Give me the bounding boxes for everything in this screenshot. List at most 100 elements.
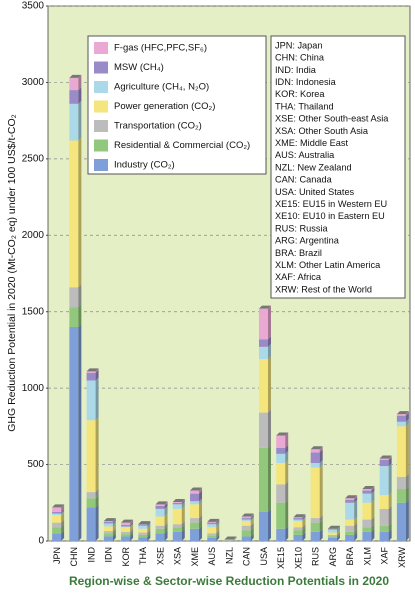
bar-segment <box>121 534 131 537</box>
bar-segment <box>293 518 303 520</box>
bar-side <box>216 518 220 523</box>
bar-segment <box>310 452 320 464</box>
bar-segment <box>172 524 182 528</box>
bar-side <box>233 537 237 541</box>
bar-segment <box>396 476 406 490</box>
bar-segment <box>69 327 79 541</box>
bar-segment <box>52 522 62 528</box>
bar-side <box>233 537 237 541</box>
bar-side <box>302 518 306 528</box>
bar-top <box>345 495 358 499</box>
x-tick-label: XLM <box>362 547 372 566</box>
bar-segment <box>345 531 355 535</box>
bar-segment <box>327 536 337 538</box>
bar-side <box>319 446 323 453</box>
x-tick-label: THA <box>138 547 148 565</box>
bar-segment <box>103 531 113 534</box>
bar-segment <box>396 426 406 477</box>
bar-side <box>164 525 168 534</box>
bar-side <box>336 531 340 537</box>
bar-top <box>138 521 151 525</box>
bar-side <box>199 525 203 541</box>
bar-segment <box>207 535 217 538</box>
bar-segment <box>276 502 286 529</box>
bar-segment <box>86 371 96 373</box>
bar-segment <box>293 527 303 531</box>
bar-side <box>354 531 358 541</box>
bar-segment <box>138 524 148 526</box>
bar-segment <box>207 527 217 534</box>
bar-segment <box>121 531 131 535</box>
bar-segment <box>207 524 217 528</box>
bar-top <box>293 514 306 518</box>
region-key-item: XE15: EU15 in Western EU <box>275 199 387 209</box>
bar-segment <box>138 532 148 535</box>
legend-swatch <box>94 42 108 54</box>
bar-side <box>216 530 220 536</box>
bar-top <box>69 74 82 78</box>
bar-side <box>199 515 203 523</box>
bar-segment <box>52 515 62 523</box>
bar-side <box>371 486 375 491</box>
bar-segment <box>379 508 389 526</box>
bar-side <box>371 528 375 541</box>
bar-segment <box>69 307 79 327</box>
bar-side <box>285 432 289 448</box>
bar-side <box>285 460 289 485</box>
bar-side <box>147 521 151 526</box>
bar-side <box>267 444 271 512</box>
bar-side <box>319 449 323 464</box>
bar-side <box>95 489 99 499</box>
bar-side <box>164 502 168 509</box>
bar-side <box>147 531 151 538</box>
y-tick-label: 1500 <box>22 306 45 317</box>
bar-segment <box>138 537 148 541</box>
bar-segment <box>362 531 372 541</box>
region-key-item: IDN: Indonesia <box>275 77 337 87</box>
bar-segment <box>86 507 96 541</box>
x-tick-label: USA <box>259 547 269 566</box>
bar-side <box>78 324 82 541</box>
bar-segment <box>86 372 96 381</box>
bar-side <box>405 412 409 422</box>
bar-segment <box>327 528 337 530</box>
x-tick-label: RUS <box>311 547 321 566</box>
legend-label: F-gas (HFC,PFC,SF₆) <box>114 43 207 54</box>
bar-side <box>336 525 340 530</box>
bar-segment <box>362 490 372 494</box>
legend-swatch <box>94 120 108 132</box>
bar-side <box>336 529 340 535</box>
bar-side <box>267 343 271 360</box>
bar-segment <box>276 453 286 464</box>
bar-segment <box>103 536 113 541</box>
bar-segment <box>293 534 303 541</box>
bar-segment <box>327 534 337 537</box>
bar-segment <box>345 525 355 532</box>
bar-top <box>327 525 340 529</box>
bar-segment <box>379 495 389 509</box>
bar-side <box>112 518 116 524</box>
y-tick-label: 500 <box>27 459 44 470</box>
bar-side <box>285 525 289 541</box>
region-key-item: XLM: Other Latin America <box>275 260 381 270</box>
bar-side <box>405 418 409 427</box>
bar-top <box>121 519 134 523</box>
bar-side <box>336 526 340 533</box>
bar-segment <box>241 525 251 531</box>
bar-side <box>267 409 271 448</box>
bar-side <box>250 533 254 541</box>
bar-side <box>233 537 237 541</box>
bar-side <box>181 524 185 532</box>
bar-side <box>130 528 134 535</box>
legend-label: Industry (CO₂) <box>114 160 175 171</box>
bar-segment <box>310 463 320 468</box>
region-key-item: RUS: Russia <box>275 223 328 233</box>
bar-segment <box>241 519 251 522</box>
x-tick-label: KOR <box>121 547 131 567</box>
bar-side <box>405 423 409 477</box>
bar-segment <box>207 537 217 541</box>
bar-side <box>95 368 99 373</box>
bar-segment <box>86 498 96 508</box>
region-key-item: USA: United States <box>275 187 355 197</box>
